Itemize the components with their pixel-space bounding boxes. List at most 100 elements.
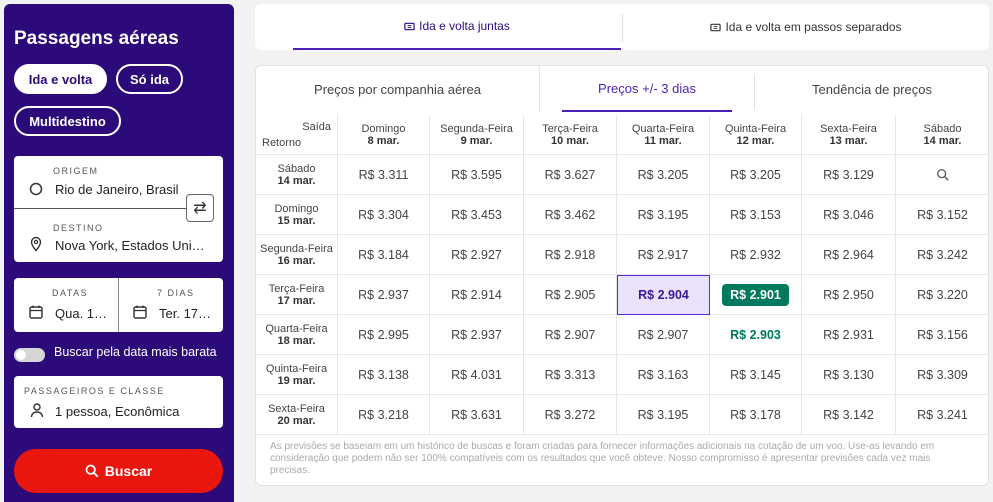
passengers-field[interactable]: PASSAGEIROS E CLASSE 1 pessoa, Econômica [14,376,223,428]
search-button-label: Buscar [104,463,153,479]
header-day: Sexta-Feira [820,122,877,135]
header-day: Sábado [277,162,316,175]
destination-label: DESTINO [53,223,104,233]
tab-price-trend[interactable]: Tendência de preços [812,81,932,97]
search-sidebar: Passagens aéreas Ida e volta Só ida Mult… [4,4,234,502]
return-date-field[interactable]: Ter. 17… [159,306,212,321]
header-date: 20 mar. [277,414,316,427]
price-cell[interactable]: R$ 3.130 [802,355,896,395]
price-value: R$ 3.178 [730,407,781,422]
price-cell[interactable]: R$ 2.927 [430,235,524,275]
departure-date-field[interactable]: Qua. 1… [55,306,108,321]
trip-type-round-trip[interactable]: Ida e volta [14,64,107,94]
passengers-label: PASSAGEIROS E CLASSE [24,386,165,396]
price-value: R$ 3.130 [823,367,874,382]
price-cell[interactable]: R$ 3.046 [802,195,896,235]
departure-date-header: Quarta-Feira 11 mar. [617,115,710,155]
swap-button[interactable]: ⇄ [186,194,214,222]
price-cell[interactable]: R$ 3.138 [338,355,430,395]
header-date: 19 mar. [277,374,316,387]
header-date: 12 mar. [736,134,775,147]
header-date: 9 mar. [460,134,493,147]
price-value: R$ 3.153 [730,207,781,222]
price-cell[interactable]: R$ 3.178 [710,395,802,435]
tab-round-trip-together[interactable]: Ida e volta juntas [293,4,621,50]
price-cell[interactable]: R$ 2.932 [710,235,802,275]
price-cell[interactable]: R$ 3.631 [430,395,524,435]
header-date: 14 mar. [277,174,316,187]
origin-field[interactable]: Rio de Janeiro, Brasil [55,182,179,197]
price-cell[interactable]: R$ 2.903 [710,315,802,355]
price-cell[interactable]: R$ 2.937 [338,275,430,315]
price-cell[interactable]: R$ 3.153 [710,195,802,235]
price-cell[interactable]: R$ 3.311 [338,155,430,195]
price-cell[interactable]: R$ 3.195 [617,195,710,235]
price-value: R$ 2.932 [730,247,781,262]
price-cell[interactable]: R$ 3.163 [617,355,710,395]
sidebar-title: Passagens aéreas [14,28,179,49]
price-grid-card: Preços por companhia aérea Preços +/- 3 … [255,65,989,486]
best-price-cell[interactable]: R$ 2.901 [710,275,802,315]
price-cell[interactable]: R$ 3.627 [524,155,617,195]
price-cell[interactable]: R$ 3.313 [524,355,617,395]
price-cell[interactable]: R$ 2.931 [802,315,896,355]
price-cell[interactable]: R$ 3.142 [802,395,896,435]
trip-type-one-way[interactable]: Só ida [116,64,183,94]
price-value: R$ 3.595 [451,167,502,182]
price-cell[interactable]: R$ 2.904 [617,275,710,315]
departure-date-header: Terça-Feira 10 mar. [524,115,617,155]
price-cell[interactable]: R$ 3.272 [524,395,617,435]
search-button[interactable]: Buscar [14,449,223,493]
header-day: Quinta-Feira [265,362,328,375]
price-value: R$ 2.905 [544,287,596,302]
price-cell[interactable]: R$ 2.918 [524,235,617,275]
search-icon [85,464,99,478]
price-cell[interactable]: R$ 2.917 [617,235,710,275]
cheapest-date-toggle[interactable] [14,348,45,362]
price-cell[interactable]: R$ 3.242 [896,235,988,275]
price-cell[interactable]: R$ 3.152 [896,195,988,235]
price-value: R$ 3.462 [544,207,596,222]
price-cell[interactable]: R$ 3.241 [896,395,988,435]
price-cell[interactable]: R$ 2.905 [524,275,617,315]
cheapest-date-label: Buscar pela data mais barata [54,345,217,359]
price-cell[interactable]: R$ 2.995 [338,315,430,355]
price-cell[interactable]: R$ 3.304 [338,195,430,235]
price-cell[interactable]: R$ 3.156 [896,315,988,355]
price-cell[interactable]: R$ 3.218 [338,395,430,435]
destination-field[interactable]: Nova York, Estados Uni… [55,238,205,253]
price-cell[interactable]: R$ 3.205 [710,155,802,195]
header-day: Segunda-Feira [440,122,513,135]
price-cell[interactable]: R$ 2.914 [430,275,524,315]
tab-round-trip-separate[interactable]: Ida e volta em passos separados [623,4,989,50]
price-cell[interactable]: R$ 3.129 [802,155,896,195]
price-cell[interactable]: R$ 3.453 [430,195,524,235]
trip-length-label: 7 DIAS [157,288,195,298]
price-cell[interactable]: R$ 3.462 [524,195,617,235]
price-cell[interactable]: R$ 3.184 [338,235,430,275]
price-cell[interactable]: R$ 2.937 [430,315,524,355]
origin-label: ORIGEM [53,166,99,176]
price-cell[interactable]: R$ 4.031 [430,355,524,395]
price-value: R$ 2.901 [722,283,789,306]
price-cell[interactable]: R$ 3.595 [430,155,524,195]
trip-type-multi-city[interactable]: Multidestino [14,106,121,136]
tab-flexible-dates[interactable]: Preços +/- 3 dias [562,66,732,112]
price-value: R$ 3.145 [730,367,781,382]
price-cell[interactable]: R$ 3.309 [896,355,988,395]
price-cell[interactable]: R$ 3.145 [710,355,802,395]
header-date: 13 mar. [829,134,868,147]
price-value: R$ 3.627 [544,167,596,182]
price-cell[interactable]: R$ 3.220 [896,275,988,315]
price-cell[interactable]: R$ 2.907 [617,315,710,355]
price-cell[interactable]: R$ 2.907 [524,315,617,355]
price-cell[interactable]: R$ 3.205 [617,155,710,195]
price-cell[interactable]: R$ 2.964 [802,235,896,275]
price-cell[interactable] [896,155,988,195]
departure-date-header: Sábado 14 mar. [896,115,988,155]
tab-airline-prices[interactable]: Preços por companhia aérea [256,66,540,112]
price-value: R$ 3.152 [917,207,968,222]
calendar-icon [133,305,147,319]
price-cell[interactable]: R$ 2.950 [802,275,896,315]
price-cell[interactable]: R$ 3.195 [617,395,710,435]
